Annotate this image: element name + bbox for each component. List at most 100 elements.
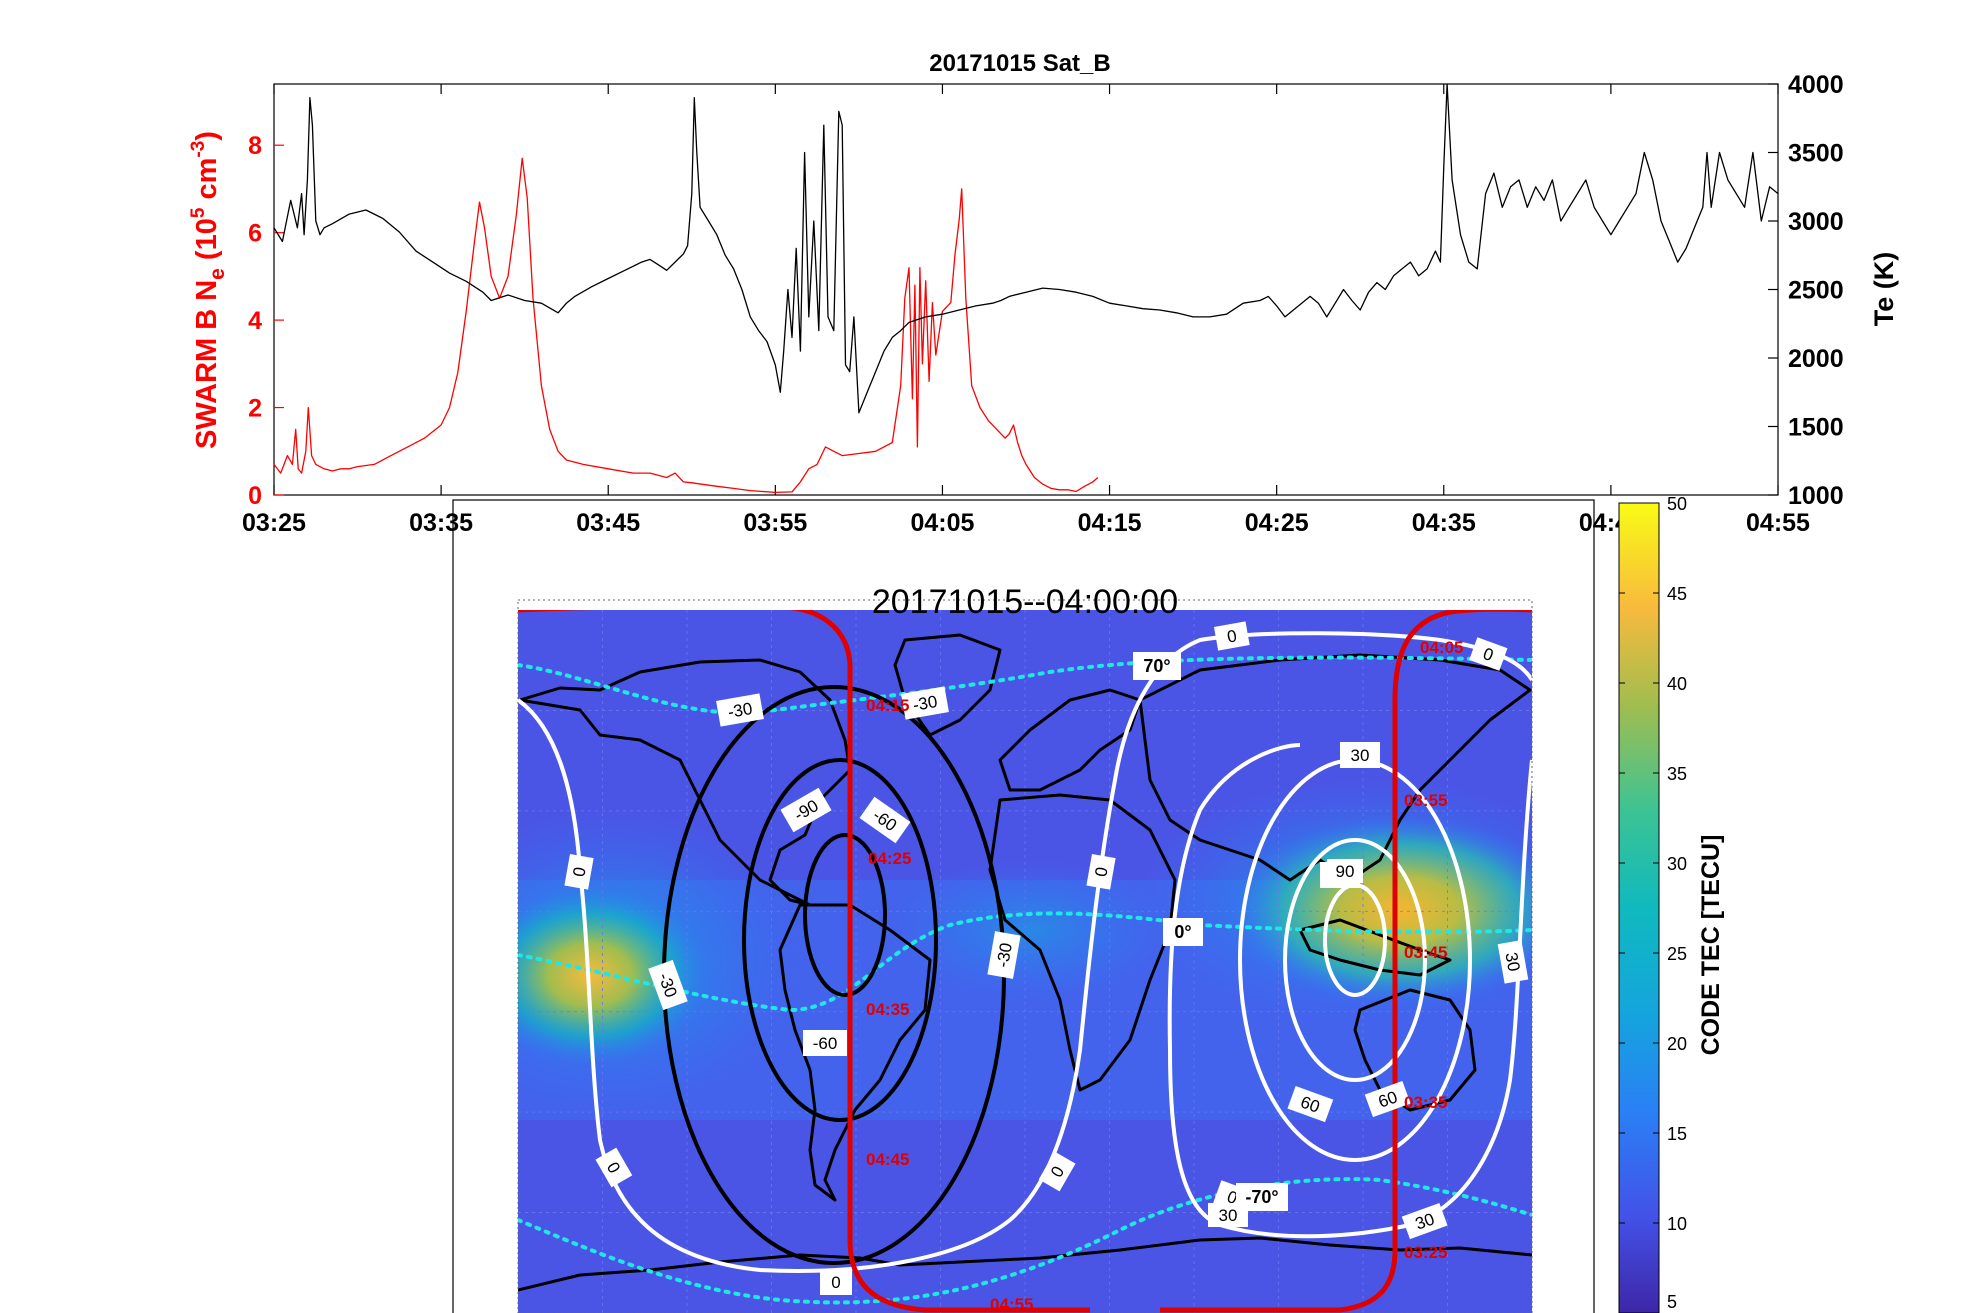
svg-text:-70°: -70° (1245, 1187, 1278, 1207)
left-y-axis-ticks: 0 2 4 6 8 (248, 132, 284, 510)
contour-label: 0 (1469, 637, 1508, 671)
contour-label: 0 (564, 853, 594, 890)
orbit-descending (1160, 610, 1532, 1313)
orbit-ascending (518, 610, 1090, 1313)
map-title: 20171015--04:00:00 (872, 583, 1178, 621)
tec-band-center (890, 860, 1170, 1000)
coastline-asia (1138, 653, 1532, 882)
contour-0-west (518, 631, 1532, 1273)
right-y-tick-label: 1500 (1788, 414, 1844, 442)
contour-neg60 (742, 758, 938, 1122)
orbit-time-labels: 04:05 04:15 03:55 04:25 03:45 04:35 03:3… (866, 638, 1463, 1313)
north-70-line (518, 655, 1532, 715)
coastline-north-america (518, 658, 852, 907)
left-y-axis-label: SWARM B Ne (105 cm-3) (188, 131, 229, 449)
coastline-europe (998, 688, 1142, 792)
svg-text:30: 30 (1219, 1206, 1238, 1225)
svg-text:-60: -60 (813, 1034, 838, 1053)
timeseries-series (273, 83, 1779, 494)
svg-text:0: 0 (1091, 866, 1111, 879)
left-y-tick-label: 4 (248, 307, 262, 335)
contour-label: 60 (1364, 1080, 1411, 1118)
left-y-tick-label: 8 (248, 132, 262, 160)
orbit-time-label: 04:05 (1420, 638, 1463, 657)
x-tick-label: 04:55 (1746, 509, 1810, 537)
contour-label: 90 (1327, 859, 1363, 883)
left-y-tick-label: 0 (248, 482, 262, 510)
timeseries-title: 20171015 Sat_B (929, 50, 1110, 77)
contour-label: 30 (1208, 1203, 1248, 1227)
tec-map (518, 610, 1532, 1313)
colorbar-label: CODE TEC [TECU] (1697, 835, 1725, 1056)
right-y-tick-label: 2500 (1788, 277, 1844, 305)
south-70-line (518, 1177, 1532, 1305)
colorbar-ticks: 5 10 15 20 25 30 35 40 45 50 (1619, 494, 1687, 1313)
contour-label: -60 (803, 1030, 847, 1056)
x-tick-label: 04:35 (1412, 509, 1476, 537)
right-y-tick-label: 4000 (1788, 71, 1844, 99)
contour-label: 0 (1213, 621, 1250, 651)
orbit-time-label: 04:25 (868, 849, 911, 868)
contour-label: -30 (987, 931, 1021, 979)
contour-label: 0 (595, 1147, 633, 1188)
contour-label: -30 (901, 686, 949, 720)
series-line-te (273, 83, 1779, 414)
svg-text:30: 30 (1501, 951, 1523, 973)
colorbar-tick-label: 10 (1667, 1214, 1687, 1234)
satellite-orbit (518, 610, 1532, 1313)
left-y-tick-label: 2 (248, 395, 262, 423)
coastline-greenland (893, 633, 1002, 737)
svg-text:-30: -30 (726, 699, 754, 722)
coastline-south-america (778, 903, 932, 1202)
contour-label: 0 (820, 1269, 852, 1295)
right-y-tick-label: 3000 (1788, 208, 1844, 236)
coastline-africa (988, 793, 1177, 1092)
left-y-tick-label: 6 (248, 220, 262, 248)
svg-text:30: 30 (1351, 746, 1370, 765)
latitude-labels: 70° 0° -70° (1133, 652, 1288, 1211)
latitude-label-70n: 70° (1133, 652, 1181, 680)
x-tick-label: 04:25 (1245, 509, 1309, 537)
x-tick-label: 03:45 (576, 509, 640, 537)
timeseries-chart: 20171015 Sat_B 03:25 03:35 03:45 03:55 04:05… (188, 50, 1899, 537)
coastlines (518, 633, 1532, 1292)
colorbar-tick-label: 45 (1667, 584, 1687, 604)
tec-hotspot-west (518, 885, 710, 1065)
colorbar-tick-label: 15 (1667, 1124, 1687, 1144)
orbit-time-label: 04:45 (866, 1150, 909, 1169)
right-y-tick-label: 1000 (1788, 482, 1844, 510)
orbit-time-label: 04:35 (866, 1000, 909, 1019)
coastline-antarctica (518, 1236, 1532, 1292)
colorbar-tick-label: 35 (1667, 764, 1687, 784)
colorbar-tick-label: 50 (1667, 494, 1687, 514)
svg-text:0: 0 (831, 1273, 840, 1292)
right-y-tick-label: 2000 (1788, 345, 1844, 373)
x-tick-label: 03:55 (743, 509, 807, 537)
colorbar-gradient (1618, 502, 1660, 1313)
right-y-tick-label: 3500 (1788, 140, 1844, 168)
svg-text:0: 0 (569, 866, 589, 879)
colorbar-tick-label: 5 (1667, 1292, 1677, 1312)
latitude-label-70s: -70° (1236, 1183, 1288, 1211)
svg-text:70°: 70° (1143, 656, 1170, 676)
colorbar-tick-label: 20 (1667, 1034, 1687, 1054)
contour-neg90 (803, 833, 887, 997)
right-y-axis-label: Te (K) (1869, 252, 1899, 327)
colorbar: 5 10 15 20 25 30 35 40 45 50 CODE TEC [TECU] (1618, 494, 1725, 1313)
x-tick-label: 03:25 (242, 509, 306, 537)
orbit-time-label: 03:45 (1404, 943, 1447, 962)
coastline-australia (1353, 988, 1477, 1112)
colorbar-tick-label: 40 (1667, 674, 1687, 694)
orbit-time-label: 04:15 (866, 696, 909, 715)
contour-label: 30 (1401, 1202, 1448, 1240)
svg-text:-30: -30 (911, 692, 939, 715)
svg-text:0: 0 (1226, 626, 1239, 646)
x-axis-ticks: 03:25 03:35 03:45 03:55 04:05 04:15 04:25 04:35… (242, 84, 1810, 537)
svg-text:0°: 0° (1174, 922, 1191, 942)
tec-map-panel: 20171015--04:00:00 0 0 0 0 0 0 0 0 30 30… (452, 499, 1595, 1313)
contour-label: 60 (1287, 1085, 1334, 1123)
contour-label: 0 (1038, 1151, 1076, 1192)
contour-label: 30 (1340, 742, 1380, 768)
x-tick-label: 04:15 (1078, 509, 1142, 537)
contour-label: -30 (648, 959, 688, 1011)
